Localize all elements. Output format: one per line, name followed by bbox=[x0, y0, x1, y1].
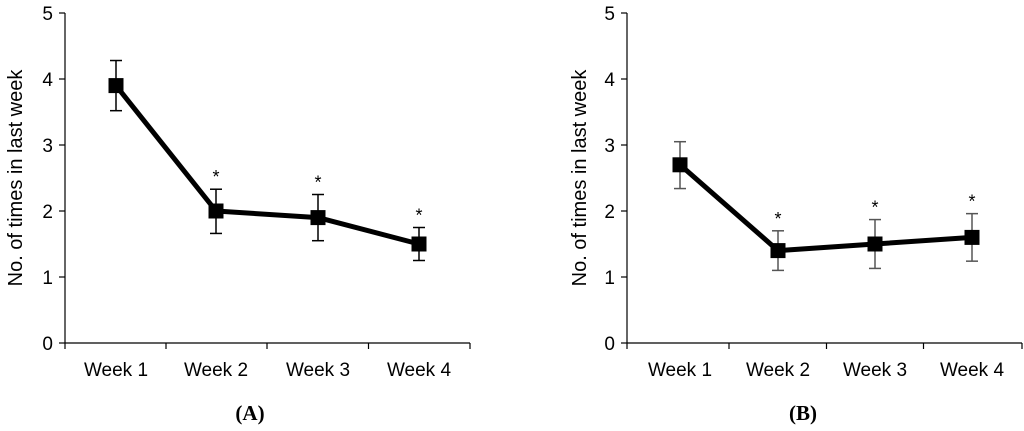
y-tick-label: 2 bbox=[604, 202, 615, 223]
y-axis-title: No. of times in last week bbox=[569, 69, 591, 287]
data-point bbox=[867, 236, 883, 252]
data-point bbox=[770, 243, 786, 259]
x-tick-label: Week 2 bbox=[184, 360, 248, 381]
panel-label: (A) bbox=[235, 401, 264, 425]
panel-b: 0 1 2 3 4 5 Week 1 Week 2 Week 3 Week 4 No. of tim… bbox=[569, 4, 1023, 425]
significance-star: * bbox=[871, 198, 878, 218]
data-point bbox=[964, 229, 980, 245]
data-point bbox=[108, 78, 124, 94]
y-tick-label: 1 bbox=[42, 268, 53, 289]
significance-star: * bbox=[314, 173, 321, 193]
y-tick-label: 1 bbox=[604, 268, 615, 289]
panel-a: 0 1 2 3 4 5 Week 1 Week 2 Week 3 Week 4 No. of tim… bbox=[5, 4, 471, 425]
significance-star: * bbox=[212, 167, 219, 187]
y-tick-label: 2 bbox=[42, 202, 53, 223]
x-tick-label: Week 2 bbox=[746, 360, 810, 381]
y-tick-label: 4 bbox=[42, 70, 53, 91]
x-tick-label: Week 1 bbox=[648, 360, 712, 381]
data-point bbox=[310, 210, 326, 226]
significance-star: * bbox=[415, 206, 422, 226]
y-tick-label: 5 bbox=[604, 4, 615, 25]
y-tick-label: 0 bbox=[42, 334, 53, 355]
y-tick-label: 0 bbox=[604, 334, 615, 355]
panel-label: (B) bbox=[789, 401, 817, 425]
series-line bbox=[114, 84, 420, 247]
x-tick-label: Week 4 bbox=[940, 360, 1005, 381]
y-tick-label: 3 bbox=[42, 136, 53, 157]
x-tick-label: Week 3 bbox=[286, 360, 350, 381]
series-line bbox=[678, 162, 973, 254]
significance-star: * bbox=[774, 209, 781, 229]
data-point bbox=[411, 236, 427, 252]
data-point bbox=[672, 157, 688, 173]
x-tick-label: Week 1 bbox=[84, 360, 148, 381]
data-point bbox=[208, 203, 224, 219]
y-tick-label: 3 bbox=[604, 136, 615, 157]
x-tick-label: Week 3 bbox=[843, 360, 907, 381]
x-tick-label: Week 4 bbox=[387, 360, 452, 381]
y-axis-title: No. of times in last week bbox=[5, 69, 27, 287]
y-tick-label: 5 bbox=[42, 4, 53, 25]
y-tick-label: 4 bbox=[604, 70, 615, 91]
significance-star: * bbox=[968, 192, 975, 212]
